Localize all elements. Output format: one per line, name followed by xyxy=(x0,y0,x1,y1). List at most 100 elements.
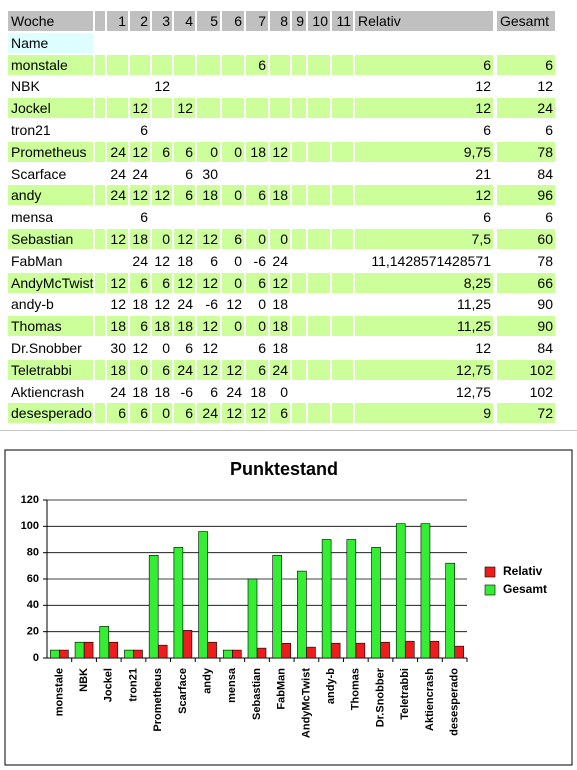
header-cell: 11 xyxy=(332,11,353,31)
week-score xyxy=(292,272,306,293)
week-score: 12 xyxy=(130,98,150,119)
week-score: 6 xyxy=(152,359,172,380)
player-name: FabMan xyxy=(11,252,63,269)
week-score xyxy=(130,54,150,75)
week-score: 6 xyxy=(130,403,150,424)
week-score: 24 xyxy=(132,165,148,182)
week-score: 12 xyxy=(202,340,218,356)
bar xyxy=(445,562,455,659)
week-score xyxy=(308,141,330,162)
header-cell: 5 xyxy=(197,11,220,31)
week-score xyxy=(270,54,290,75)
bar xyxy=(256,647,267,659)
week-score xyxy=(332,54,353,75)
bar xyxy=(346,539,357,659)
week-score xyxy=(332,229,353,249)
week-score xyxy=(308,316,330,337)
week-score: 0 xyxy=(222,272,244,293)
bar xyxy=(74,641,85,659)
week-score: 24 xyxy=(226,383,242,400)
week-score: 6 xyxy=(107,403,128,424)
header-cell: 6 xyxy=(222,11,244,31)
relativ-score: 8,25 xyxy=(355,272,493,293)
week-score xyxy=(152,54,172,75)
player-name: tron21 xyxy=(11,122,51,138)
y-tick-label: 100 xyxy=(21,520,39,532)
week-score: 18 xyxy=(107,316,128,337)
bar xyxy=(99,626,110,659)
header-cell: 8 xyxy=(270,11,290,31)
week-score xyxy=(332,185,353,206)
bar xyxy=(355,642,366,659)
x-tick-label: Sebastian xyxy=(251,668,263,720)
bar xyxy=(454,645,464,659)
y-tick-label: 20 xyxy=(27,626,39,638)
bar xyxy=(124,649,134,659)
header-cell: 10 xyxy=(308,11,330,31)
bar xyxy=(231,649,242,659)
bar xyxy=(272,554,283,659)
week-score: -6 xyxy=(180,383,193,400)
week-score: 0 xyxy=(258,296,266,313)
week-score: 6 xyxy=(246,359,268,380)
bar xyxy=(83,641,94,659)
week-score: -6 xyxy=(205,296,218,313)
week-score xyxy=(246,98,268,119)
week-score: 12 xyxy=(174,98,195,119)
week-score: 6 xyxy=(222,229,244,249)
gesamt-score: 90 xyxy=(537,296,553,313)
week-score: 12 xyxy=(110,296,126,313)
week-score: 6 xyxy=(152,141,172,162)
relativ-score: 12,75 xyxy=(355,359,493,380)
week-score: 12 xyxy=(130,185,150,206)
header-cell: 2 xyxy=(130,11,150,31)
gesamt-score: 6 xyxy=(545,209,553,226)
week-score: 12 xyxy=(270,141,290,162)
blank-cell xyxy=(95,185,105,206)
x-tick-label: Prometheus xyxy=(152,668,164,732)
player-name: monstale xyxy=(8,54,93,75)
week-score: 6 xyxy=(258,340,266,356)
week-score: 18 xyxy=(130,229,150,249)
header-cell: 9 xyxy=(292,11,306,31)
week-score xyxy=(332,403,353,424)
week-score xyxy=(197,54,220,75)
week-score xyxy=(292,359,306,380)
relativ-score: 12 xyxy=(355,185,493,206)
week-score: 12 xyxy=(107,272,128,293)
name-label: Name xyxy=(8,32,93,53)
week-score xyxy=(308,98,330,119)
legend-label: Gesamt xyxy=(503,582,547,596)
week-score: 6 xyxy=(130,272,150,293)
week-score: 24 xyxy=(110,383,126,400)
relativ-score: 11,1428571428571 xyxy=(371,252,491,269)
week-score: 6 xyxy=(130,316,150,337)
player-name: andy xyxy=(8,185,93,206)
gesamt-score: 102 xyxy=(529,383,553,400)
x-tick-label: desesperado xyxy=(449,668,461,736)
player-name: Jockel xyxy=(8,98,93,119)
relativ-score: 6 xyxy=(355,54,493,75)
relativ-score: 11,25 xyxy=(355,316,493,337)
gesamt-score: 84 xyxy=(537,165,553,182)
week-score: 6 xyxy=(246,272,268,293)
week-score: 24 xyxy=(132,252,148,269)
x-tick-label: Jockel xyxy=(103,668,115,702)
week-score: 18 xyxy=(132,383,148,400)
week-score: 0 xyxy=(234,252,242,269)
bar xyxy=(207,641,217,659)
y-tick-label: 60 xyxy=(27,573,39,585)
player-name: Sebastian xyxy=(8,229,93,249)
week-score: 0 xyxy=(222,316,244,337)
week-score: 6 xyxy=(174,185,195,206)
week-score: 6 xyxy=(174,403,195,424)
bar xyxy=(182,630,193,659)
gesamt-score: 102 xyxy=(497,359,555,380)
week-score: 30 xyxy=(202,165,218,182)
week-score: 12 xyxy=(107,229,128,249)
week-score xyxy=(222,54,244,75)
week-score: 12 xyxy=(197,229,220,249)
header-cell: 7 xyxy=(246,11,268,31)
week-score: 18 xyxy=(132,296,148,313)
